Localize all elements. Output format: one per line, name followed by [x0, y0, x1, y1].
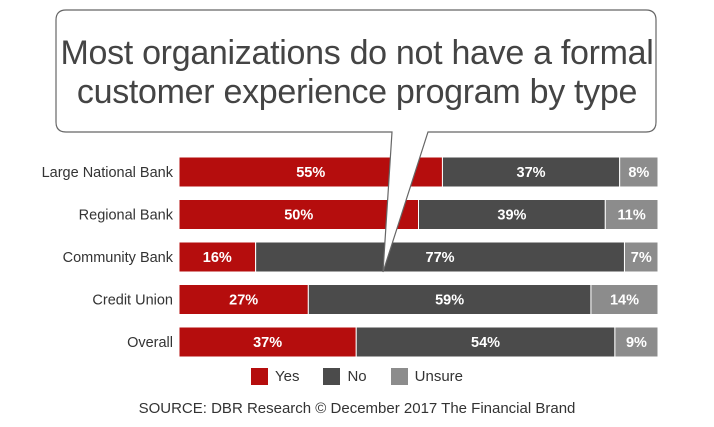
data-label: 37% [253, 335, 282, 351]
bar-segment-unsure [614, 326, 659, 358]
data-label: 55% [296, 165, 325, 181]
bar-segment-unsure [619, 156, 659, 188]
legend: Yes No Unsure [0, 368, 714, 385]
chart-title: Most organizations do not have a formal … [56, 34, 658, 112]
source-note: SOURCE: DBR Research © December 2017 The… [138, 400, 576, 417]
bar-segment-yes [178, 199, 419, 230]
data-label: 7% [631, 250, 652, 266]
data-label: 39% [497, 208, 526, 224]
legend-item-no: No [323, 368, 367, 385]
data-label: 9% [626, 335, 647, 351]
legend-label-unsure: Unsure [414, 368, 464, 385]
data-label: 8% [628, 165, 649, 181]
bar-segment-no [355, 326, 616, 358]
bar-segment-no [418, 199, 606, 230]
category-label: Credit Union [92, 293, 173, 309]
data-label: 54% [471, 335, 500, 351]
data-label: 77% [426, 250, 455, 266]
category-label: Regional Bank [79, 208, 174, 224]
data-label: 37% [517, 165, 546, 181]
legend-swatch-no [323, 368, 341, 385]
legend-item-yes: Yes [250, 368, 300, 385]
bar-segment-unsure [604, 199, 659, 230]
legend-item-unsure: Unsure [390, 368, 464, 385]
title-line-1: Most organizations do not have a formal [60, 34, 654, 72]
legend-label-no: No [347, 368, 367, 385]
legend-label-yes: Yes [274, 368, 300, 385]
category-label: Large National Bank [42, 165, 174, 181]
data-label: 16% [203, 250, 232, 266]
category-label: Community Bank [63, 250, 174, 266]
bar-segment-unsure [623, 241, 659, 273]
bar-segment-yes [178, 326, 357, 358]
title-line-2: customer experience program by type [76, 73, 638, 111]
legend-swatch-yes [250, 368, 268, 385]
bar-segment-yes [178, 241, 257, 273]
category-label: Overall [127, 335, 173, 351]
data-label: 11% [618, 208, 646, 224]
legend-swatch-unsure [390, 368, 408, 385]
bar-segment-unsure [590, 284, 659, 315]
data-label: 27% [229, 293, 258, 309]
data-label: 59% [435, 293, 464, 309]
data-label: 50% [284, 208, 313, 224]
data-label: 14% [610, 293, 639, 309]
